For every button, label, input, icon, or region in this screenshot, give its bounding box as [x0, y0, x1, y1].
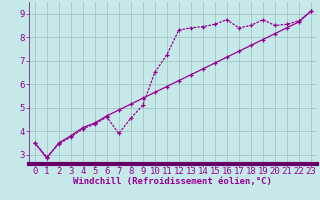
- X-axis label: Windchill (Refroidissement éolien,°C): Windchill (Refroidissement éolien,°C): [73, 177, 272, 186]
